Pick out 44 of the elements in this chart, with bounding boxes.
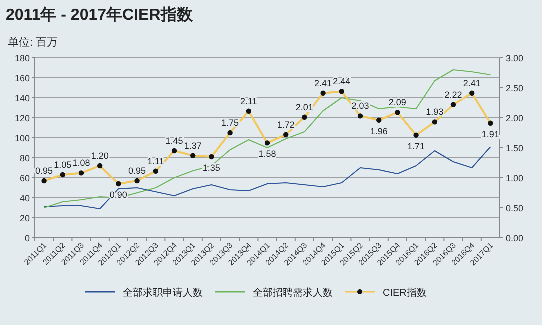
data-label: 0.95 [128, 166, 146, 176]
y-tick-label: 160 [14, 74, 30, 84]
y2-tick-label: 1.50 [506, 144, 524, 154]
data-label: 2.11 [240, 96, 258, 106]
y-tick-label: 180 [14, 54, 30, 64]
y2-tick-label: 2.00 [506, 114, 524, 124]
data-label: 0.95 [36, 166, 54, 176]
y2-tick-label: 3.00 [506, 54, 524, 64]
legend-label: CIER指数 [383, 287, 427, 299]
legend-label: 全部求职申请人数 [123, 287, 203, 299]
y-tick-label: 140 [14, 94, 30, 104]
y2-tick-label: 2.50 [506, 84, 524, 94]
data-label: 1.93 [426, 107, 444, 118]
y-tick-label: 40 [20, 194, 30, 204]
data-label: 2.41 [314, 78, 332, 88]
y2-tick-label: 1.00 [506, 174, 524, 184]
data-label: 2.22 [444, 90, 462, 100]
data-label: 1.37 [184, 140, 202, 151]
y2-tick-label: 0.00 [506, 234, 524, 244]
data-label: 2.09 [388, 98, 406, 108]
data-label: 1.35 [202, 163, 220, 173]
y-tick-label: 0 [24, 234, 30, 244]
chart-title: 2011年 - 2017年CIER指数 [6, 6, 194, 24]
data-label: 2.44 [333, 76, 351, 87]
data-label: 1.58 [258, 149, 276, 160]
data-label: 1.72 [277, 120, 295, 130]
y2-tick-label: 0.50 [506, 204, 524, 214]
data-label: 1.71 [408, 141, 426, 152]
data-label: 1.75 [222, 118, 240, 128]
data-label: 1.91 [482, 129, 500, 140]
y-tick-label: 100 [14, 134, 30, 144]
data-label: 1.05 [54, 160, 72, 170]
y-tick-label: 80 [20, 154, 30, 164]
data-label: 1.20 [91, 151, 109, 161]
data-label: 1.96 [370, 126, 388, 136]
legend-label: 全部招聘需求人数 [253, 287, 333, 299]
y-tick-label: 60 [20, 174, 30, 184]
data-label: 1.11 [147, 156, 164, 166]
y-tick-label: 20 [20, 214, 30, 224]
data-label: 2.41 [463, 78, 481, 88]
y-axis-title: 单位: 百万 [8, 36, 58, 49]
data-label: 1.45 [166, 136, 184, 146]
data-label: 1.08 [72, 158, 90, 168]
y-tick-label: 120 [14, 114, 30, 124]
